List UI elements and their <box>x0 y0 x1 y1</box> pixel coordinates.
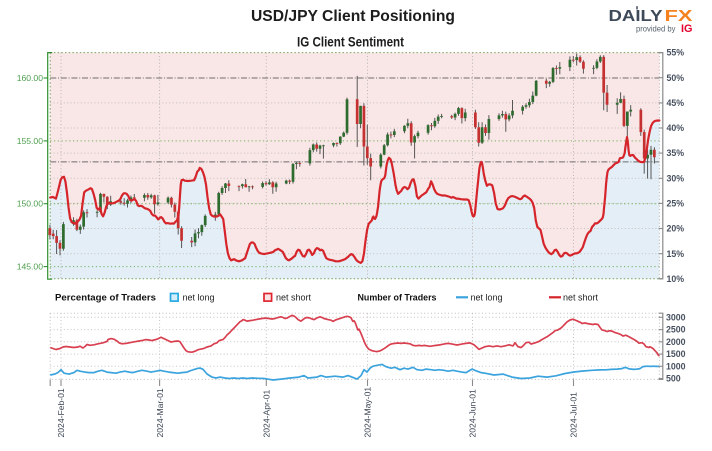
svg-text:160.00: 160.00 <box>17 73 44 83</box>
svg-text:50%: 50% <box>667 73 685 83</box>
svg-text:net long: net long <box>183 293 215 303</box>
svg-text:1500: 1500 <box>666 349 686 359</box>
svg-text:2024-Apr-01: 2024-Apr-01 <box>262 390 272 438</box>
svg-text:25%: 25% <box>667 199 685 209</box>
svg-text:35%: 35% <box>667 148 685 158</box>
svg-text:45%: 45% <box>667 98 685 108</box>
svg-text:2024-Jun-01: 2024-Jun-01 <box>468 389 478 437</box>
svg-text:20%: 20% <box>667 224 685 234</box>
svg-text:IG: IG <box>681 23 693 35</box>
svg-text:2024-Feb-01: 2024-Feb-01 <box>56 388 66 437</box>
svg-text:145.00: 145.00 <box>17 262 44 272</box>
svg-text:DAILY: DAILY <box>609 8 664 25</box>
svg-text:provided by: provided by <box>636 25 676 34</box>
svg-text:Number of Traders: Number of Traders <box>358 293 437 303</box>
svg-text:Percentage of Traders: Percentage of Traders <box>55 293 156 303</box>
svg-text:150.00: 150.00 <box>17 199 44 209</box>
svg-text:net short: net short <box>563 293 599 303</box>
svg-text:155.00: 155.00 <box>17 136 44 146</box>
svg-text:2024-Jul-01: 2024-Jul-01 <box>569 392 579 438</box>
svg-text:500: 500 <box>666 374 681 384</box>
svg-text:USD/JPY Client Positioning: USD/JPY Client Positioning <box>251 8 455 25</box>
svg-text:3000: 3000 <box>666 312 686 322</box>
svg-text:1000: 1000 <box>666 361 686 371</box>
svg-text:2500: 2500 <box>666 325 686 335</box>
svg-text:net short: net short <box>276 293 312 303</box>
svg-text:2024-Mar-01: 2024-Mar-01 <box>155 388 165 437</box>
svg-text:2024-May-01: 2024-May-01 <box>363 387 373 438</box>
svg-text:40%: 40% <box>667 123 685 133</box>
svg-text:55%: 55% <box>667 48 685 58</box>
svg-text:30%: 30% <box>667 173 685 183</box>
svg-text:FX: FX <box>665 8 694 25</box>
svg-text:10%: 10% <box>667 274 685 284</box>
svg-text:15%: 15% <box>667 249 685 259</box>
svg-text:2000: 2000 <box>666 337 686 347</box>
svg-text:IG Client Sentiment: IG Client Sentiment <box>297 33 404 49</box>
svg-text:net long: net long <box>471 293 503 303</box>
